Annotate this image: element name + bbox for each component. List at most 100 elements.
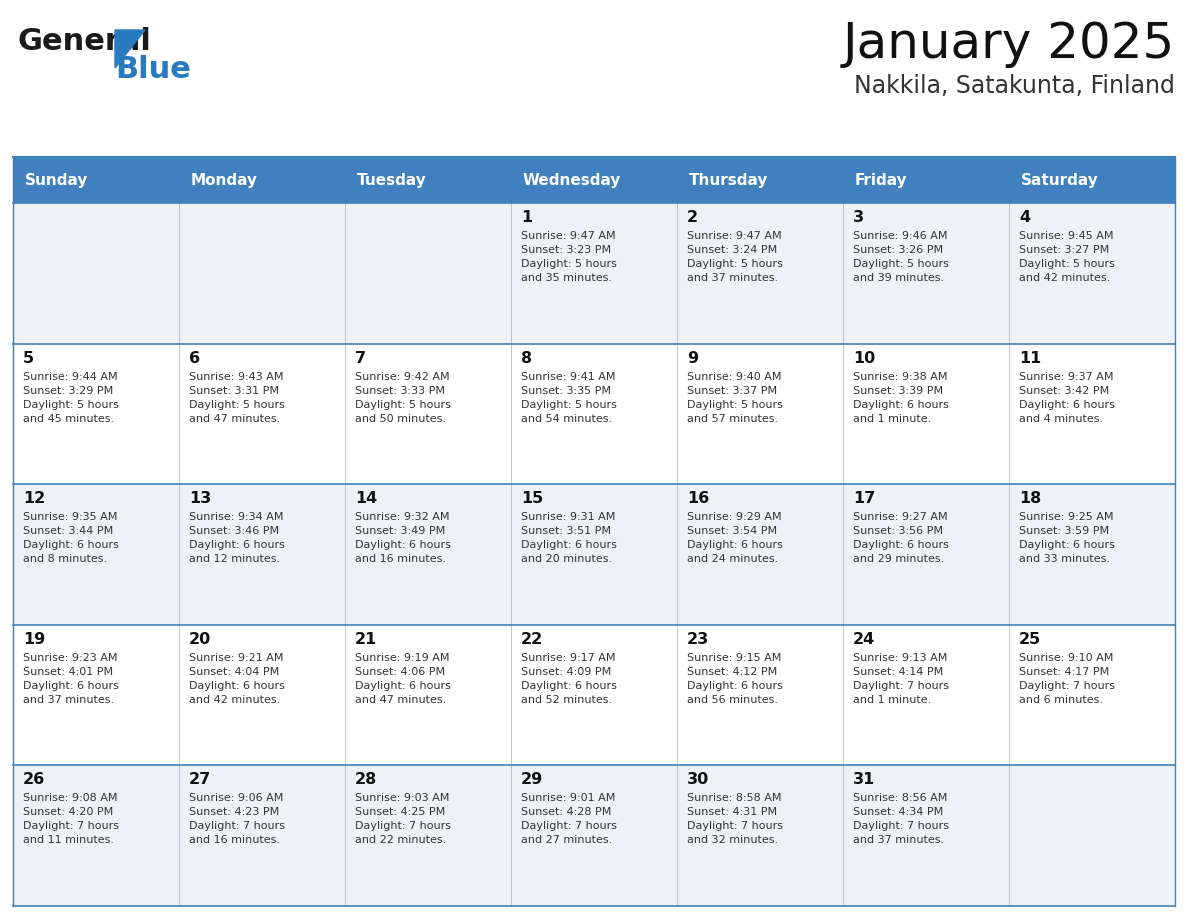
Text: Tuesday: Tuesday: [358, 173, 426, 187]
Text: 6: 6: [189, 351, 200, 365]
Text: 1: 1: [522, 210, 532, 225]
Bar: [345, 766, 511, 906]
Text: Monday: Monday: [191, 173, 258, 187]
Bar: [179, 203, 345, 343]
Text: 4: 4: [1019, 210, 1030, 225]
Bar: [345, 625, 511, 766]
Bar: [677, 625, 843, 766]
Text: Sunrise: 9:42 AM
Sunset: 3:33 PM
Daylight: 5 hours
and 50 minutes.: Sunrise: 9:42 AM Sunset: 3:33 PM Dayligh…: [355, 372, 451, 423]
Text: Sunrise: 9:38 AM
Sunset: 3:39 PM
Daylight: 6 hours
and 1 minute.: Sunrise: 9:38 AM Sunset: 3:39 PM Dayligh…: [853, 372, 949, 423]
Text: Sunrise: 9:15 AM
Sunset: 4:12 PM
Daylight: 6 hours
and 56 minutes.: Sunrise: 9:15 AM Sunset: 4:12 PM Dayligh…: [687, 653, 783, 705]
Text: Sunrise: 9:27 AM
Sunset: 3:56 PM
Daylight: 6 hours
and 29 minutes.: Sunrise: 9:27 AM Sunset: 3:56 PM Dayligh…: [853, 512, 949, 565]
Bar: [179, 625, 345, 766]
Text: Sunrise: 9:44 AM
Sunset: 3:29 PM
Daylight: 5 hours
and 45 minutes.: Sunrise: 9:44 AM Sunset: 3:29 PM Dayligh…: [23, 372, 119, 423]
Text: Sunday: Sunday: [25, 173, 88, 187]
Text: 8: 8: [522, 351, 532, 365]
Bar: [13, 343, 179, 484]
Text: Wednesday: Wednesday: [523, 173, 621, 187]
Text: Sunrise: 8:56 AM
Sunset: 4:34 PM
Daylight: 7 hours
and 37 minutes.: Sunrise: 8:56 AM Sunset: 4:34 PM Dayligh…: [853, 793, 949, 845]
Text: Sunrise: 9:34 AM
Sunset: 3:46 PM
Daylight: 6 hours
and 12 minutes.: Sunrise: 9:34 AM Sunset: 3:46 PM Dayligh…: [189, 512, 285, 565]
Bar: [843, 484, 1009, 625]
Text: 21: 21: [355, 632, 378, 647]
Text: Sunrise: 9:13 AM
Sunset: 4:14 PM
Daylight: 7 hours
and 1 minute.: Sunrise: 9:13 AM Sunset: 4:14 PM Dayligh…: [853, 653, 949, 705]
Text: 2: 2: [687, 210, 699, 225]
Bar: [1009, 157, 1175, 203]
Text: Sunrise: 9:46 AM
Sunset: 3:26 PM
Daylight: 5 hours
and 39 minutes.: Sunrise: 9:46 AM Sunset: 3:26 PM Dayligh…: [853, 231, 949, 283]
Bar: [345, 157, 511, 203]
Text: Sunrise: 9:10 AM
Sunset: 4:17 PM
Daylight: 7 hours
and 6 minutes.: Sunrise: 9:10 AM Sunset: 4:17 PM Dayligh…: [1019, 653, 1116, 705]
Bar: [13, 157, 179, 203]
Polygon shape: [115, 30, 145, 68]
Bar: [511, 203, 677, 343]
Text: Sunrise: 9:23 AM
Sunset: 4:01 PM
Daylight: 6 hours
and 37 minutes.: Sunrise: 9:23 AM Sunset: 4:01 PM Dayligh…: [23, 653, 119, 705]
Bar: [1009, 625, 1175, 766]
Text: Sunrise: 9:25 AM
Sunset: 3:59 PM
Daylight: 6 hours
and 33 minutes.: Sunrise: 9:25 AM Sunset: 3:59 PM Dayligh…: [1019, 512, 1114, 565]
Bar: [1009, 203, 1175, 343]
Text: 11: 11: [1019, 351, 1041, 365]
Text: Sunrise: 9:01 AM
Sunset: 4:28 PM
Daylight: 7 hours
and 27 minutes.: Sunrise: 9:01 AM Sunset: 4:28 PM Dayligh…: [522, 793, 617, 845]
Text: 17: 17: [853, 491, 876, 506]
Bar: [179, 343, 345, 484]
Text: 3: 3: [853, 210, 864, 225]
Bar: [179, 766, 345, 906]
Bar: [13, 203, 179, 343]
Text: 22: 22: [522, 632, 543, 647]
Text: Sunrise: 9:41 AM
Sunset: 3:35 PM
Daylight: 5 hours
and 54 minutes.: Sunrise: 9:41 AM Sunset: 3:35 PM Dayligh…: [522, 372, 617, 423]
Bar: [511, 766, 677, 906]
Text: Thursday: Thursday: [689, 173, 769, 187]
Text: Sunrise: 9:47 AM
Sunset: 3:23 PM
Daylight: 5 hours
and 35 minutes.: Sunrise: 9:47 AM Sunset: 3:23 PM Dayligh…: [522, 231, 617, 283]
Text: 15: 15: [522, 491, 543, 506]
Text: Sunrise: 9:08 AM
Sunset: 4:20 PM
Daylight: 7 hours
and 11 minutes.: Sunrise: 9:08 AM Sunset: 4:20 PM Dayligh…: [23, 793, 119, 845]
Text: 5: 5: [23, 351, 34, 365]
Text: 23: 23: [687, 632, 709, 647]
Text: 18: 18: [1019, 491, 1041, 506]
Text: Sunrise: 8:58 AM
Sunset: 4:31 PM
Daylight: 7 hours
and 32 minutes.: Sunrise: 8:58 AM Sunset: 4:31 PM Dayligh…: [687, 793, 783, 845]
Text: 28: 28: [355, 772, 378, 788]
Bar: [1009, 484, 1175, 625]
Text: Saturday: Saturday: [1020, 173, 1099, 187]
Bar: [843, 625, 1009, 766]
Bar: [1009, 766, 1175, 906]
Bar: [843, 766, 1009, 906]
Text: 27: 27: [189, 772, 211, 788]
Text: Sunrise: 9:06 AM
Sunset: 4:23 PM
Daylight: 7 hours
and 16 minutes.: Sunrise: 9:06 AM Sunset: 4:23 PM Dayligh…: [189, 793, 285, 845]
Bar: [13, 625, 179, 766]
Bar: [677, 157, 843, 203]
Bar: [511, 157, 677, 203]
Bar: [677, 766, 843, 906]
Text: 14: 14: [355, 491, 378, 506]
Bar: [13, 484, 179, 625]
Text: 13: 13: [189, 491, 211, 506]
Text: Nakkila, Satakunta, Finland: Nakkila, Satakunta, Finland: [854, 74, 1175, 98]
Text: Sunrise: 9:21 AM
Sunset: 4:04 PM
Daylight: 6 hours
and 42 minutes.: Sunrise: 9:21 AM Sunset: 4:04 PM Dayligh…: [189, 653, 285, 705]
Text: January 2025: January 2025: [842, 20, 1175, 68]
Bar: [345, 484, 511, 625]
Text: Sunrise: 9:43 AM
Sunset: 3:31 PM
Daylight: 5 hours
and 47 minutes.: Sunrise: 9:43 AM Sunset: 3:31 PM Dayligh…: [189, 372, 285, 423]
Bar: [843, 343, 1009, 484]
Text: 29: 29: [522, 772, 543, 788]
Text: 10: 10: [853, 351, 876, 365]
Text: Sunrise: 9:47 AM
Sunset: 3:24 PM
Daylight: 5 hours
and 37 minutes.: Sunrise: 9:47 AM Sunset: 3:24 PM Dayligh…: [687, 231, 783, 283]
Text: 9: 9: [687, 351, 699, 365]
Text: 31: 31: [853, 772, 876, 788]
Text: Sunrise: 9:31 AM
Sunset: 3:51 PM
Daylight: 6 hours
and 20 minutes.: Sunrise: 9:31 AM Sunset: 3:51 PM Dayligh…: [522, 512, 617, 565]
Text: Blue: Blue: [115, 55, 191, 84]
Bar: [345, 343, 511, 484]
Bar: [179, 484, 345, 625]
Bar: [511, 484, 677, 625]
Text: 25: 25: [1019, 632, 1041, 647]
Text: Sunrise: 9:35 AM
Sunset: 3:44 PM
Daylight: 6 hours
and 8 minutes.: Sunrise: 9:35 AM Sunset: 3:44 PM Dayligh…: [23, 512, 119, 565]
Text: Friday: Friday: [855, 173, 908, 187]
Text: 20: 20: [189, 632, 211, 647]
Text: Sunrise: 9:19 AM
Sunset: 4:06 PM
Daylight: 6 hours
and 47 minutes.: Sunrise: 9:19 AM Sunset: 4:06 PM Dayligh…: [355, 653, 451, 705]
Text: 12: 12: [23, 491, 45, 506]
Text: Sunrise: 9:17 AM
Sunset: 4:09 PM
Daylight: 6 hours
and 52 minutes.: Sunrise: 9:17 AM Sunset: 4:09 PM Dayligh…: [522, 653, 617, 705]
Bar: [511, 625, 677, 766]
Text: Sunrise: 9:29 AM
Sunset: 3:54 PM
Daylight: 6 hours
and 24 minutes.: Sunrise: 9:29 AM Sunset: 3:54 PM Dayligh…: [687, 512, 783, 565]
Text: 26: 26: [23, 772, 45, 788]
Bar: [13, 766, 179, 906]
Text: Sunrise: 9:37 AM
Sunset: 3:42 PM
Daylight: 6 hours
and 4 minutes.: Sunrise: 9:37 AM Sunset: 3:42 PM Dayligh…: [1019, 372, 1114, 423]
Text: Sunrise: 9:03 AM
Sunset: 4:25 PM
Daylight: 7 hours
and 22 minutes.: Sunrise: 9:03 AM Sunset: 4:25 PM Dayligh…: [355, 793, 451, 845]
Bar: [179, 157, 345, 203]
Bar: [677, 343, 843, 484]
